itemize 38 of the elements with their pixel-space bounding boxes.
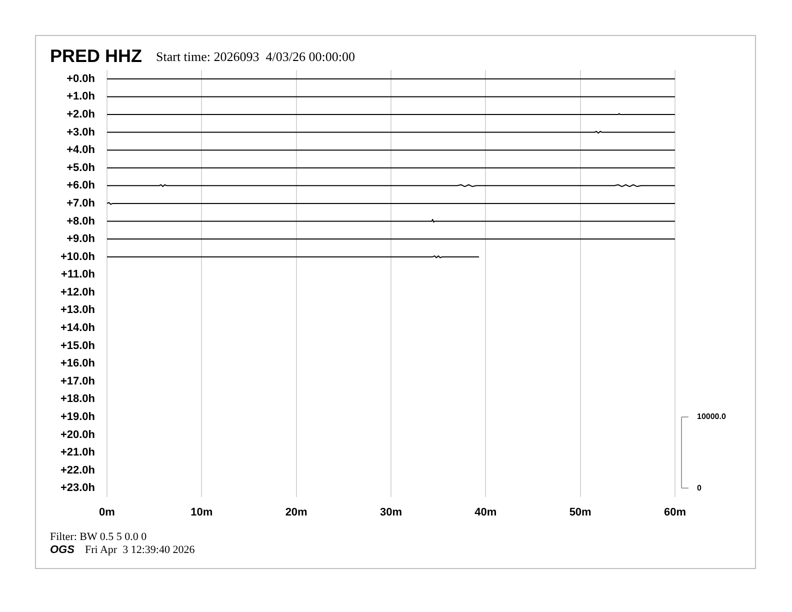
y2-tick-label: 10000.0 — [697, 412, 726, 422]
chart-title: PRED HHZ — [50, 46, 142, 67]
y-tick-label: +22.0h — [60, 464, 96, 476]
y-tick-label: +21.0h — [60, 446, 96, 459]
y-tick-label: +14.0h — [60, 322, 96, 334]
y-tick-label: +5.0h — [66, 162, 96, 174]
text: Filter: BW 0.5 5 0.0 0 — [50, 531, 147, 543]
y-tick-label: +20.0h — [60, 428, 96, 441]
chart-subtitle: Start time: 2026093 4/03/26 00:00:00 — [156, 49, 355, 65]
y-tick-label: +4.0h — [66, 144, 96, 156]
y-tick-label: +10.0h — [60, 250, 96, 263]
y-tick-label: +9.0h — [66, 233, 96, 246]
x-tick-label: 40m — [474, 506, 497, 519]
y-tick-label: +1.0h — [66, 90, 96, 103]
y-tick-label: +19.0h — [60, 410, 96, 423]
y-tick-label: +2.0h — [66, 108, 96, 121]
y-tick-label: +8.0h — [66, 215, 96, 228]
text: OGS — [50, 544, 74, 556]
x-tick-label: 30m — [380, 506, 402, 519]
text: Fri Apr 3 12:39:40 2026 — [85, 544, 195, 556]
y-tick-label: +15.0h — [60, 340, 96, 352]
y-tick-label: +17.0h — [60, 375, 96, 388]
y-tick-label: +23.0h — [60, 482, 96, 494]
y-tick-label: +11.0h — [61, 268, 96, 281]
y-tick-label: +18.0h — [60, 393, 96, 406]
y-tick-label: +7.0h — [66, 197, 96, 210]
y-tick-label: +12.0h — [60, 286, 96, 298]
x-tick-label: 10m — [190, 506, 213, 519]
x-tick-label: 60m — [664, 506, 686, 519]
y-tick-label: +3.0h — [66, 126, 96, 138]
x-tick-label: 50m — [569, 506, 592, 519]
y-tick-label: +6.0h — [66, 180, 96, 192]
x-tick-label: 0m — [99, 506, 116, 519]
y-tick-label: +13.0h — [60, 304, 96, 316]
y2-tick-label: 0 — [697, 483, 702, 492]
y-tick-label: +0.0h — [66, 72, 96, 85]
x-tick-label: 20m — [285, 506, 308, 519]
y-tick-label: +16.0h — [60, 358, 96, 370]
